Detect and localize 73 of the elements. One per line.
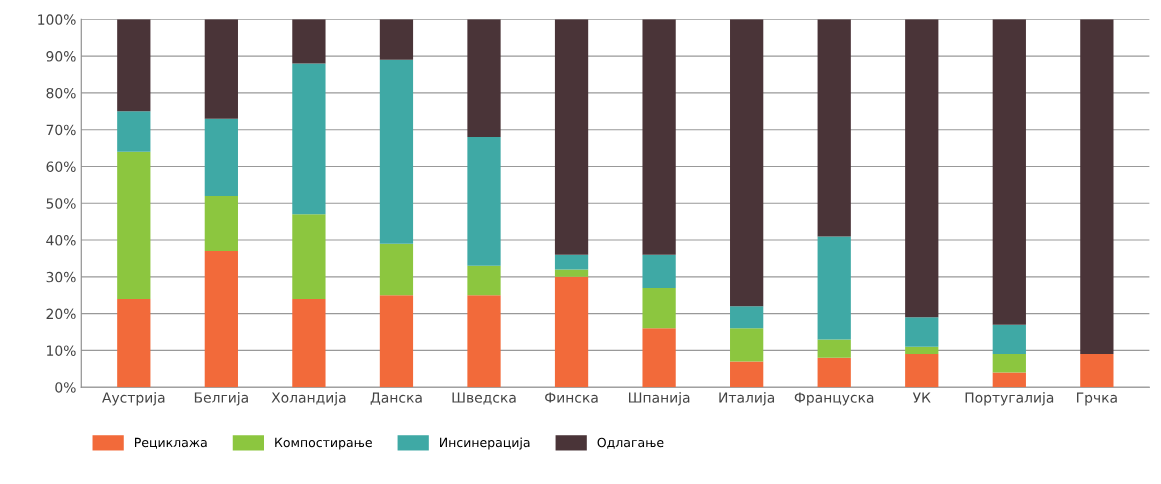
- bar: [730, 306, 764, 329]
- bar: [642, 287, 676, 329]
- bar: [467, 265, 501, 296]
- bar: [292, 298, 326, 388]
- bar: [554, 269, 589, 277]
- bar: [992, 372, 1026, 388]
- bar: [817, 19, 851, 237]
- bar: [117, 298, 151, 388]
- bar: [379, 19, 414, 60]
- bar: [379, 295, 414, 388]
- bar: [642, 19, 676, 255]
- bar: [817, 339, 851, 358]
- bar: [817, 357, 851, 388]
- y-tick-label: 60%: [46, 161, 76, 172]
- y-tick-label: 90%: [46, 51, 76, 62]
- bar: [554, 254, 589, 270]
- bar: [905, 19, 939, 318]
- bar: [204, 251, 238, 388]
- bar: [1080, 19, 1114, 355]
- x-tick-label: Шведска: [452, 392, 516, 405]
- bar: [554, 276, 589, 388]
- bar: [642, 328, 676, 388]
- legend-label: Одлагање: [597, 437, 664, 449]
- bar: [292, 19, 326, 64]
- bar: [204, 118, 238, 196]
- bar: [905, 354, 939, 388]
- x-tick-label: Данска: [370, 392, 422, 405]
- bar: [467, 137, 501, 266]
- y-tick-label: 100%: [38, 14, 76, 25]
- y-tick-label: 10%: [47, 345, 76, 356]
- legend-label: Рециклажа: [135, 437, 207, 449]
- x-tick-label: Белгија: [194, 392, 248, 406]
- bar: [292, 214, 326, 299]
- bar: [554, 19, 589, 255]
- legend-label: Компостирање: [275, 437, 372, 450]
- x-tick-label: Грчка: [1077, 392, 1117, 406]
- x-tick-label: Португалија: [965, 392, 1054, 406]
- bar: [292, 63, 326, 215]
- bar: [467, 295, 501, 388]
- bar: [730, 19, 764, 307]
- legend-label: Инсинерација: [440, 437, 530, 450]
- y-tick-label: 70%: [46, 124, 76, 136]
- y-tick-label: 0%: [55, 382, 76, 393]
- bar: [204, 195, 238, 252]
- bar: [992, 19, 1026, 325]
- bar: [117, 19, 151, 112]
- bar: [817, 236, 851, 340]
- bar: [379, 59, 414, 244]
- y-tick-label: 20%: [46, 308, 76, 320]
- bar: [1080, 354, 1114, 388]
- y-tick-label: 50%: [46, 198, 76, 209]
- x-tick-label: Француска: [794, 392, 874, 406]
- y-tick-label: 80%: [46, 87, 76, 99]
- bar: [905, 317, 939, 347]
- y-tick-label: 30%: [46, 271, 76, 283]
- bar: [730, 328, 764, 362]
- x-tick-label: Аустрија: [102, 392, 165, 406]
- bar: [117, 151, 151, 299]
- bar: [992, 324, 1026, 355]
- bar: [642, 254, 676, 288]
- x-tick-label: УК: [912, 392, 931, 403]
- bar: [905, 346, 939, 355]
- x-tick-label: Италија: [719, 392, 775, 406]
- x-tick-label: Финска: [545, 392, 598, 403]
- bar: [379, 243, 414, 296]
- bar: [730, 361, 764, 388]
- x-tick-label: Шпанија: [629, 392, 690, 406]
- x-tick-label: Холандија: [271, 392, 346, 406]
- bar: [117, 111, 151, 152]
- bar: [204, 19, 238, 119]
- y-tick-label: 40%: [46, 235, 76, 246]
- bar: [992, 354, 1026, 373]
- bar: [467, 19, 501, 138]
